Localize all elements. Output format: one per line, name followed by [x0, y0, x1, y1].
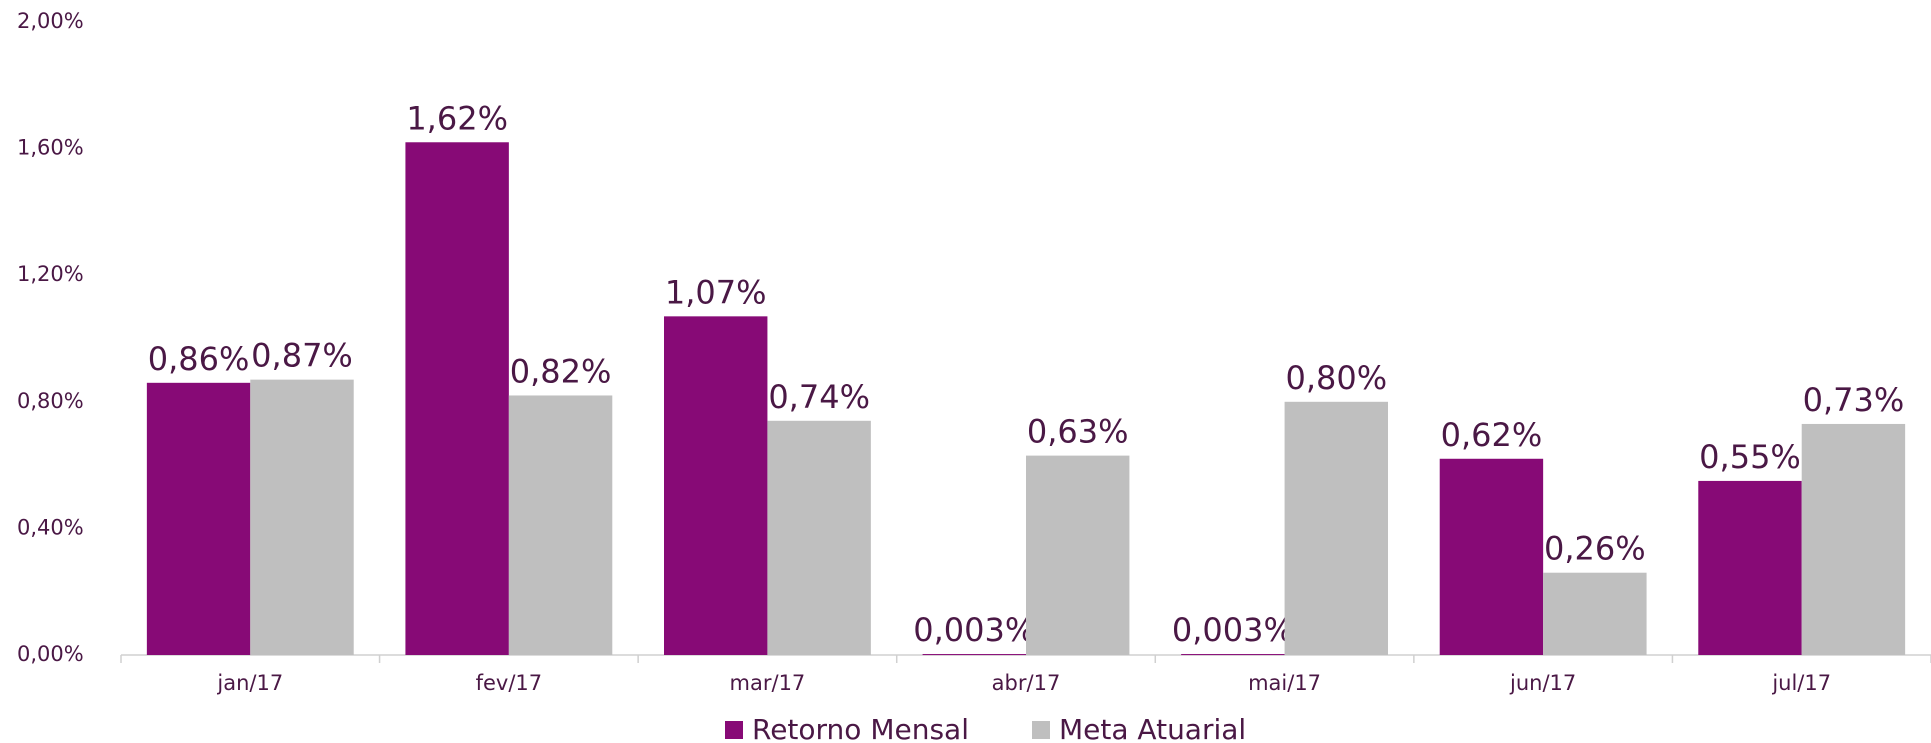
- bar: [1698, 480, 1802, 655]
- value-label: 0,74%: [768, 378, 870, 416]
- bar: [1543, 572, 1647, 655]
- value-label: 0,73%: [1803, 381, 1905, 419]
- bar: [508, 395, 613, 655]
- value-label: 0,55%: [1699, 438, 1801, 476]
- y-tick-label: 0,40%: [17, 515, 84, 539]
- x-tick-label: jan/17: [216, 671, 283, 695]
- legend-label: Meta Atuarial: [1059, 713, 1246, 743]
- y-tick-label: 1,60%: [17, 136, 84, 160]
- bar: [1181, 654, 1285, 656]
- bar: [146, 382, 251, 655]
- value-label: 0,62%: [1441, 416, 1543, 454]
- legend-label: Retorno Mensal: [752, 713, 969, 743]
- bar: [1284, 401, 1388, 655]
- value-label: 0,80%: [1285, 359, 1387, 397]
- x-tick-label: fev/17: [476, 671, 543, 695]
- x-tick-label: mai/17: [1248, 671, 1321, 695]
- value-label: 1,07%: [665, 273, 767, 311]
- legend-swatch: [725, 721, 743, 739]
- y-tick-label: 0,80%: [17, 389, 84, 413]
- value-label: 0,26%: [1544, 530, 1646, 568]
- bar: [1439, 458, 1544, 655]
- y-tick-label: 0,00%: [17, 642, 84, 666]
- value-label: 1,62%: [406, 99, 508, 137]
- legend-swatch: [1032, 721, 1050, 739]
- y-tick-label: 2,00%: [17, 9, 84, 33]
- bar: [664, 316, 768, 655]
- value-label: 0,82%: [510, 352, 612, 390]
- value-label: 0,63%: [1027, 413, 1129, 451]
- bar: [922, 654, 1026, 656]
- x-tick-label: jun/17: [1509, 671, 1576, 695]
- y-tick-label: 1,20%: [17, 262, 84, 286]
- value-label: 0,86%: [148, 340, 250, 378]
- value-label: 0,87%: [251, 337, 353, 375]
- x-tick-label: jul/17: [1771, 671, 1831, 695]
- x-tick-label: abr/17: [992, 671, 1061, 695]
- bar: [767, 420, 871, 655]
- value-label: 0,003%: [1172, 611, 1294, 649]
- bar: [250, 379, 354, 655]
- bar: [1801, 423, 1906, 655]
- bar: [1026, 455, 1130, 655]
- value-label: 0,003%: [913, 611, 1035, 649]
- bar: [405, 142, 509, 655]
- x-tick-label: mar/17: [730, 671, 806, 695]
